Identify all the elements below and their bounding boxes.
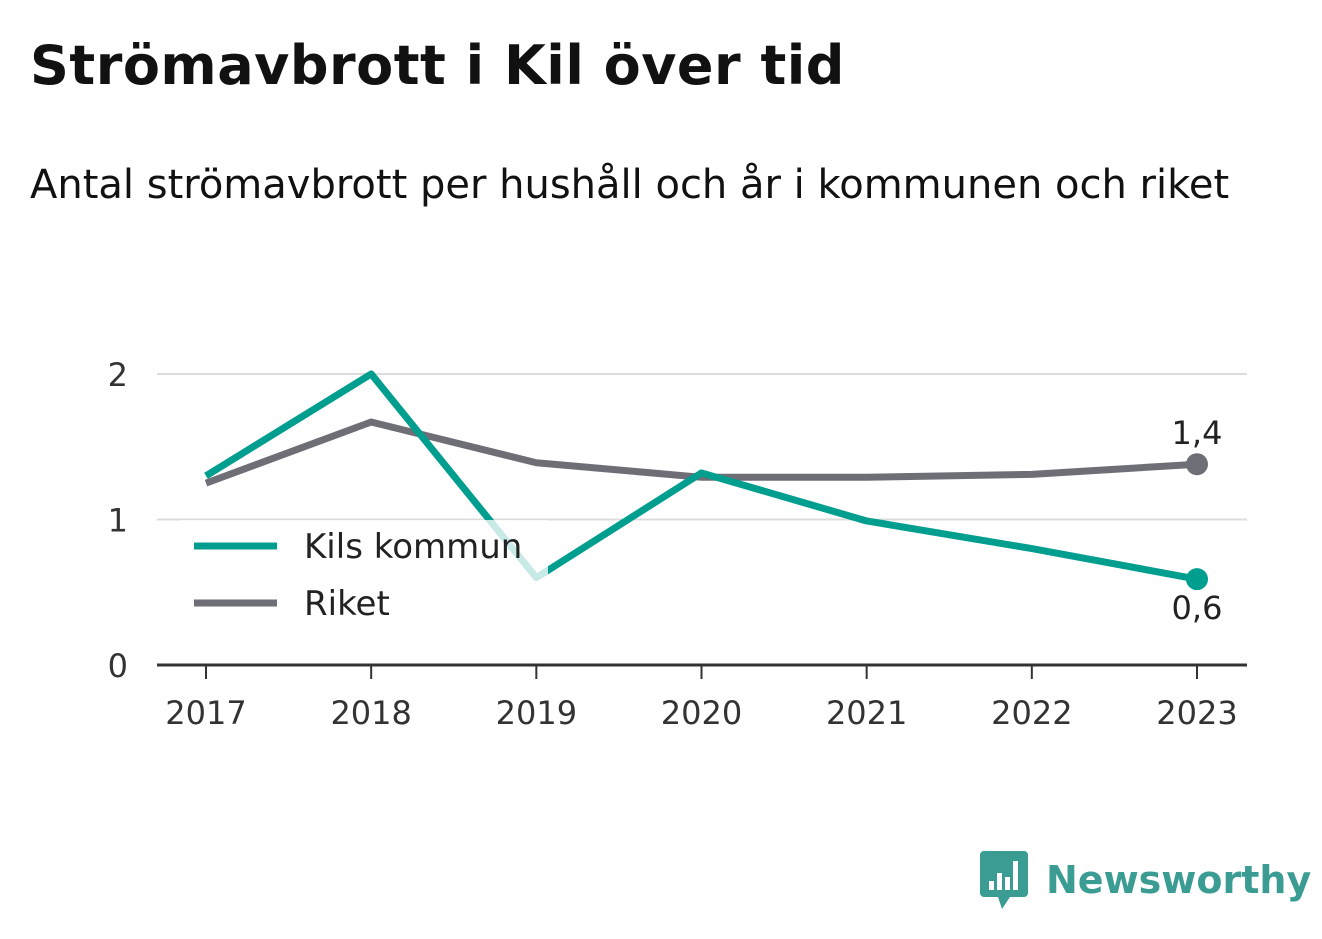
series-lines: [204, 370, 1208, 591]
x-tick-label: 2021: [826, 694, 907, 732]
y-tick-label: 0: [108, 647, 128, 685]
legend-background: [180, 520, 548, 632]
end-point-marker: [1186, 453, 1208, 476]
x-tick-label: 2023: [1156, 694, 1237, 732]
series-line: [204, 418, 1198, 487]
legend-label: Riket: [304, 584, 390, 624]
x-tick-label: 2022: [991, 694, 1072, 732]
newsworthy-logo-icon: [980, 851, 1028, 909]
x-tick-label: 2019: [496, 694, 577, 732]
y-tick-label: 2: [108, 356, 128, 394]
legend: Kils kommun Riket: [180, 520, 548, 632]
legend-label: Kils kommun: [304, 527, 522, 567]
x-tick-label: 2020: [661, 694, 742, 732]
series-line: [204, 370, 1198, 583]
y-tick-label: 1: [108, 502, 128, 540]
x-tick-label: 2018: [330, 694, 411, 732]
data-labels: 0,6 1,4: [1172, 414, 1223, 627]
axes: 0 1 2 2017 2018 2019 2020 2021 2022 2023: [108, 356, 1247, 732]
gridlines: [157, 373, 1247, 521]
brand-name: Newsworthy: [1046, 858, 1312, 902]
x-tick-label: 2017: [165, 694, 246, 732]
newsworthy-brand: Newsworthy: [980, 850, 1311, 910]
chart-title: Strömavbrott i Kil över tid: [30, 34, 845, 97]
end-point-marker: [1186, 568, 1208, 591]
data-label: 1,4: [1172, 414, 1223, 452]
chart-subtitle: Antal strömavbrott per hushåll och år i …: [30, 162, 1230, 208]
data-label: 0,6: [1172, 589, 1223, 627]
